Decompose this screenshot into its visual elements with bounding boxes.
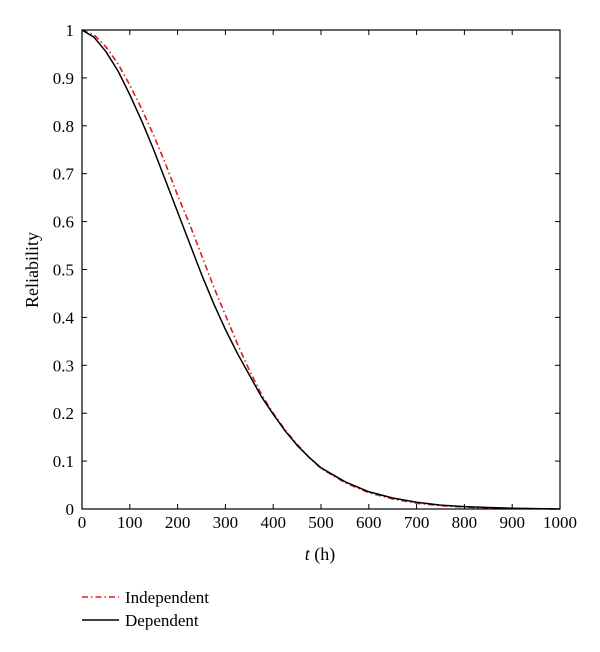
y-tick-label: 0.7: [53, 165, 75, 184]
legend: Independent Dependent: [82, 588, 209, 630]
x-tick-label: 800: [452, 513, 478, 532]
y-tick-label: 0.8: [53, 117, 74, 136]
x-tick-label: 500: [308, 513, 334, 532]
x-tick-label: 700: [404, 513, 430, 532]
y-tick-label: 0: [66, 500, 75, 519]
legend-label-dependent: Dependent: [125, 611, 199, 630]
y-tick-label: 0.6: [53, 213, 74, 232]
x-tick-label: 600: [356, 513, 382, 532]
x-tick-label: 400: [260, 513, 286, 532]
y-tick-label: 0.4: [53, 308, 75, 327]
legend-label-independent: Independent: [125, 588, 209, 607]
x-tick-label: 0: [78, 513, 87, 532]
y-tick-label: 0.1: [53, 452, 74, 471]
series-line-independent: [81, 29, 561, 510]
plot-area: [81, 29, 561, 510]
y-tick-label: 1: [66, 21, 75, 40]
x-tick-label: 1000: [543, 513, 577, 532]
y-tick-label: 0.9: [53, 69, 74, 88]
x-tick-label: 900: [499, 513, 525, 532]
y-tick-label: 0.2: [53, 404, 74, 423]
y-tick-label: 0.5: [53, 261, 74, 280]
x-axis-label: t (h): [305, 544, 336, 565]
axes: 0 100 200 300 400 500 600 700 800 900 1000 0 0.1 0.2 0…: [53, 21, 577, 532]
x-axis-unit: (h): [310, 544, 336, 565]
y-axis-label: Reliability: [22, 232, 42, 308]
plot-frame: [81, 29, 561, 510]
x-tick-label: 200: [165, 513, 191, 532]
x-axis-variable: t: [305, 544, 311, 564]
y-tick-label: 0.3: [53, 356, 74, 375]
x-tick-label: 300: [213, 513, 239, 532]
x-tick-label: 100: [117, 513, 143, 532]
series-line-dependent: [81, 29, 561, 510]
